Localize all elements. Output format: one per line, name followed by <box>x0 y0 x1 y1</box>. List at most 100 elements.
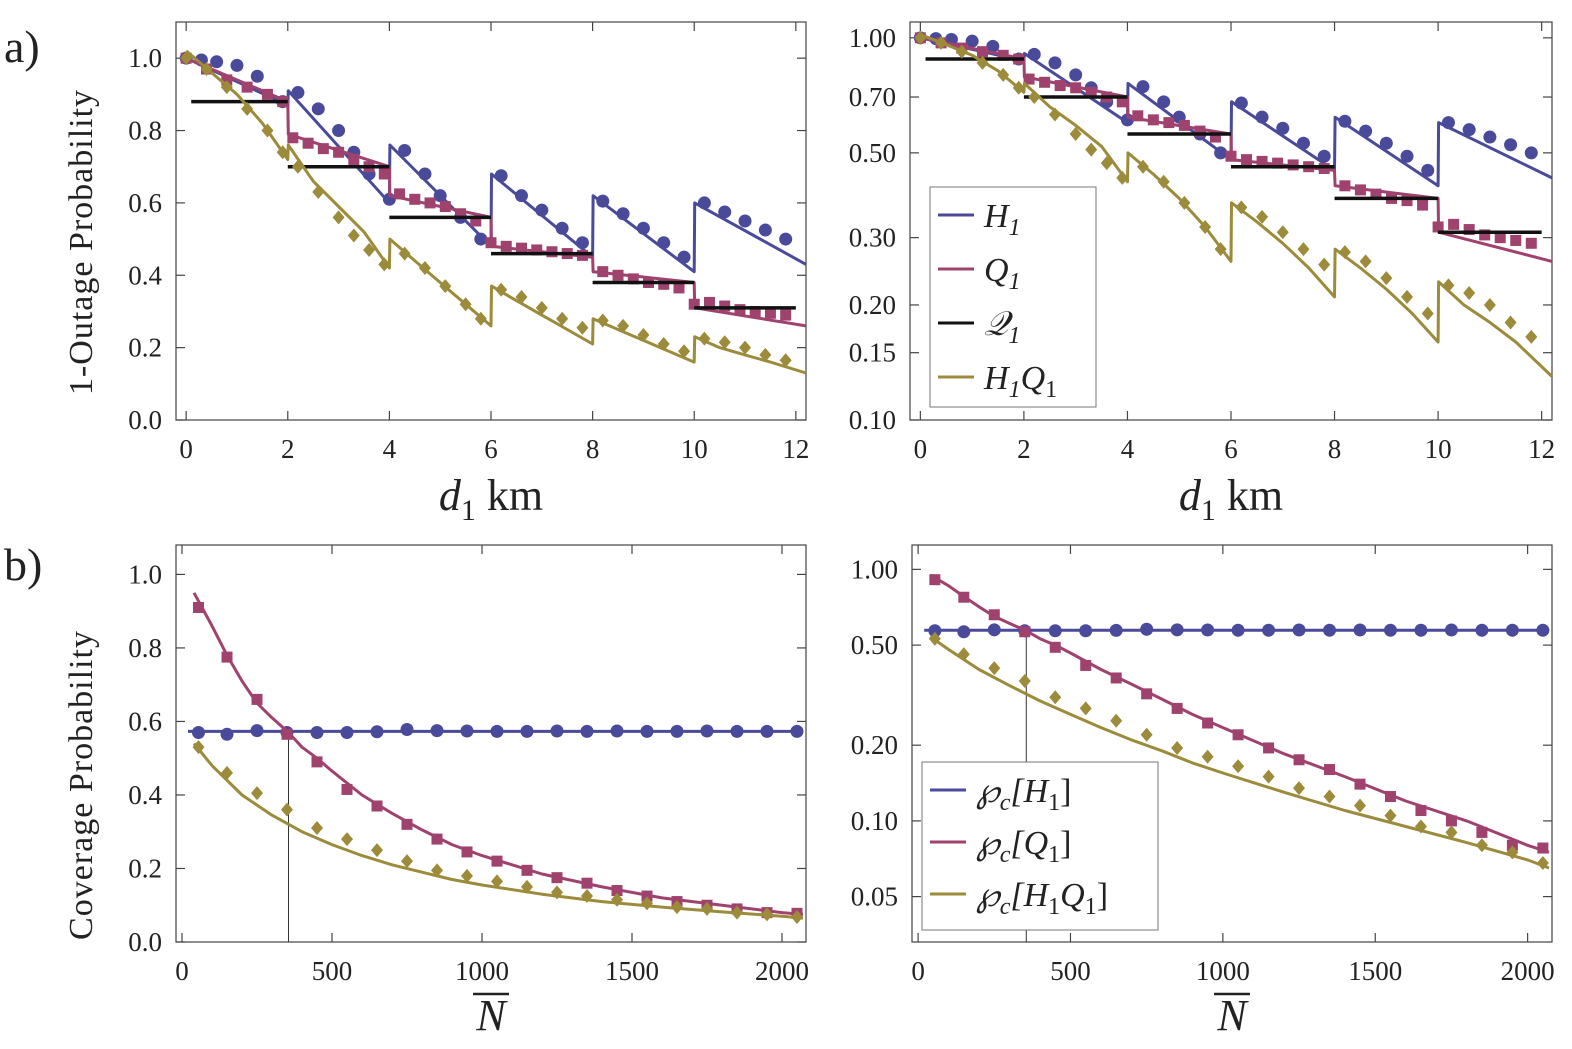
data-point <box>928 624 942 638</box>
data-point <box>348 153 360 165</box>
data-point <box>1421 163 1435 177</box>
data-point <box>780 309 792 321</box>
data-point <box>1225 150 1237 162</box>
data-point <box>986 39 1000 53</box>
data-point <box>703 296 715 308</box>
y-tick-label: 0.70 <box>849 82 896 112</box>
y-tick-label: 0.2 <box>128 333 162 363</box>
data-point <box>1070 82 1082 94</box>
data-point <box>1536 623 1550 637</box>
data-point <box>401 818 413 830</box>
data-point <box>987 623 1001 637</box>
data-point <box>1276 121 1290 135</box>
data-point <box>1256 155 1268 167</box>
data-point <box>730 724 744 738</box>
data-point <box>1140 727 1153 742</box>
data-point <box>779 353 792 368</box>
data-point <box>697 196 711 210</box>
data-point <box>363 242 376 257</box>
data-point <box>535 300 548 315</box>
data-point <box>251 693 263 705</box>
data-point <box>180 51 193 66</box>
y-tick-label: 0.4 <box>128 260 162 290</box>
y-tick-label: 0.6 <box>128 188 162 218</box>
data-point <box>1157 174 1170 189</box>
data-point <box>758 223 772 237</box>
data-point <box>1353 623 1367 637</box>
chart-b_linear: 0 500 1000 1500 2000 0.0 0.2 0.4 0.6 0.8 1.0 N <box>128 544 809 1040</box>
x-axis-label: d1 km <box>1179 471 1283 527</box>
data-point <box>1318 257 1331 272</box>
data-point <box>401 854 413 869</box>
data-point <box>1287 159 1299 171</box>
row-a-ylabel: 1-Outage Probability <box>63 89 100 395</box>
data-point <box>957 625 971 639</box>
data-point <box>550 724 564 738</box>
x-tick-label: 1500 <box>1348 956 1402 986</box>
data-point <box>424 197 436 209</box>
data-point <box>671 900 683 915</box>
series-line <box>185 56 807 328</box>
data-point <box>291 86 305 100</box>
x-tick-label: 2 <box>1017 434 1031 464</box>
data-point <box>491 855 503 867</box>
data-point <box>1109 623 1123 637</box>
data-point <box>495 282 508 297</box>
data-point <box>641 896 653 911</box>
data-point <box>378 257 391 272</box>
data-point <box>976 55 989 70</box>
data-point <box>312 185 325 200</box>
data-point <box>551 885 563 900</box>
chart-a_linear: 0 2 4 6 8 10 12 0.0 0.2 0.4 0.6 0.8 1.0 d1 km <box>128 21 809 527</box>
data-point <box>1256 209 1269 224</box>
data-point <box>261 123 274 138</box>
data-point <box>935 35 948 50</box>
legend-label-H1: H1 <box>983 198 1021 241</box>
data-point <box>1506 839 1518 851</box>
data-point <box>1505 623 1519 637</box>
data-point <box>1048 107 1061 122</box>
data-point <box>677 250 691 264</box>
data-point <box>515 242 527 254</box>
data-point <box>521 879 533 894</box>
data-point <box>779 232 793 246</box>
data-point <box>914 30 927 45</box>
data-point <box>470 215 482 227</box>
y-tick-label: 1.00 <box>849 23 896 53</box>
data-point <box>332 210 345 225</box>
data-point <box>514 189 528 203</box>
data-point <box>1018 673 1031 688</box>
data-point <box>1079 624 1093 638</box>
data-point <box>230 58 244 72</box>
series-line <box>929 635 1550 870</box>
data-point <box>1069 68 1083 82</box>
data-point <box>1276 225 1289 240</box>
data-point <box>1201 623 1215 637</box>
data-point <box>340 725 354 739</box>
data-point <box>1354 778 1366 790</box>
series-H1 <box>913 31 1553 188</box>
data-point <box>617 318 630 333</box>
data-point <box>431 863 443 878</box>
data-point <box>494 169 508 183</box>
data-point <box>1359 254 1372 269</box>
data-point <box>439 201 451 213</box>
series-line <box>192 742 804 920</box>
data-point <box>1421 306 1434 321</box>
y-tick-label: 0.0 <box>128 405 162 435</box>
data-point <box>1234 96 1248 110</box>
data-point <box>1027 47 1041 61</box>
data-point <box>241 81 253 93</box>
x-tick-label: 10 <box>681 434 708 464</box>
data-point <box>455 208 467 220</box>
data-point <box>738 214 752 228</box>
y-tick-label: 0.6 <box>128 706 162 736</box>
series-line <box>920 36 1553 188</box>
y-tick-label: 1.00 <box>851 554 898 584</box>
data-point <box>1401 289 1414 304</box>
data-point <box>1170 623 1184 637</box>
y-tick-label: 0.30 <box>849 223 896 253</box>
data-point <box>1140 622 1154 636</box>
data-point <box>791 910 803 925</box>
